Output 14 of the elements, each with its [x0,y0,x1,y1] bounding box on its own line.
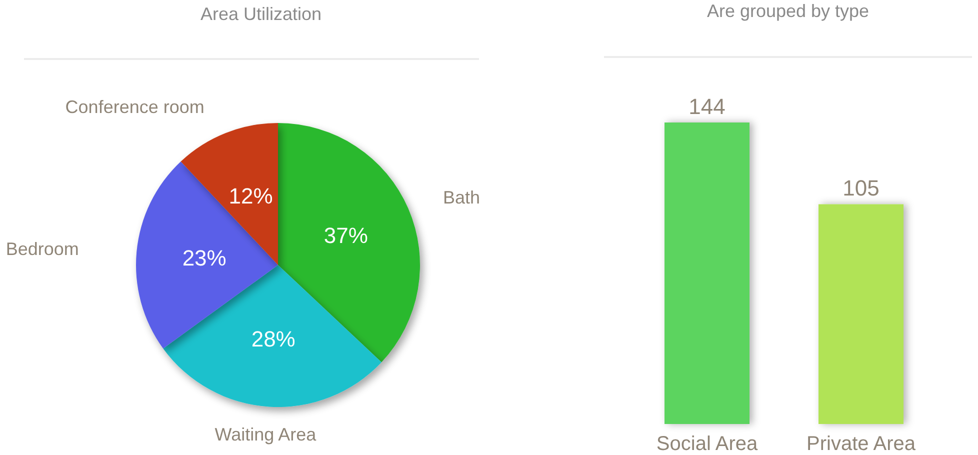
x-tick-label: Private Area [806,433,916,455]
chart-title: Are grouped by type [706,1,870,21]
slice-label: Bath [443,187,480,208]
data-label: 28% [251,326,296,352]
chart-title: Area Utilization [200,4,322,24]
data-label: 37% [324,223,368,248]
x-tick-label: Social Area [656,433,758,455]
slice-label: Conference room [65,96,204,117]
data-label: 105 [842,176,880,201]
data-label: 12% [228,184,273,209]
data-label: 23% [182,246,226,271]
slice-label: Bedroom [6,239,79,259]
slice-label: Waiting Area [214,424,318,445]
data-label: 144 [688,94,726,120]
